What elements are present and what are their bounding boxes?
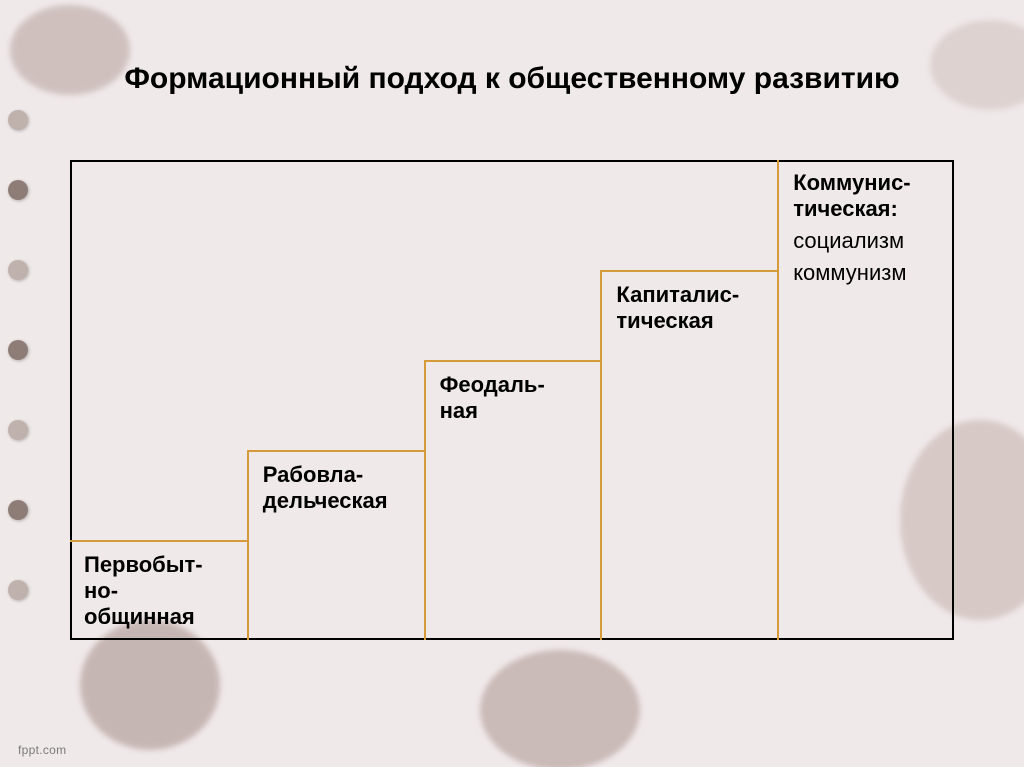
decor-dot xyxy=(8,340,28,360)
formation-step-primitive: Первобыт- но- общинная xyxy=(70,540,247,640)
slide: Формационный подход к общественному разв… xyxy=(0,0,1024,767)
formation-step-label: Капиталис- тическая xyxy=(616,282,763,334)
decor-dot xyxy=(8,420,28,440)
decor-dot xyxy=(8,110,28,130)
formation-step-label: Коммунис- тическая: xyxy=(793,170,940,222)
formation-step-label: Феодаль- ная xyxy=(440,372,587,424)
formation-step-sublabel: социализм xyxy=(793,228,940,254)
decor-dot xyxy=(8,580,28,600)
formation-step-label: Рабовла- дельческая xyxy=(263,462,410,514)
slide-title: Формационный подход к общественному разв… xyxy=(0,60,1024,98)
decor-dot xyxy=(8,500,28,520)
footer-credit: fppt.com xyxy=(18,743,66,757)
formation-step-feudal: Феодаль- ная xyxy=(424,360,601,640)
ink-splotch xyxy=(480,650,640,767)
formation-step-label: Первобыт- но- общинная xyxy=(84,552,233,630)
decor-dot xyxy=(8,260,28,280)
formation-step-capitalist: Капиталис- тическая xyxy=(600,270,777,640)
formation-staircase: Первобыт- но- общинная Рабовла- дельческа… xyxy=(70,160,954,640)
formation-step-slave: Рабовла- дельческая xyxy=(247,450,424,640)
formation-step-sublabel: коммунизм xyxy=(793,260,940,286)
decor-dot xyxy=(8,180,28,200)
formation-step-communist: Коммунис- тическая: социализм коммунизм xyxy=(777,160,954,640)
